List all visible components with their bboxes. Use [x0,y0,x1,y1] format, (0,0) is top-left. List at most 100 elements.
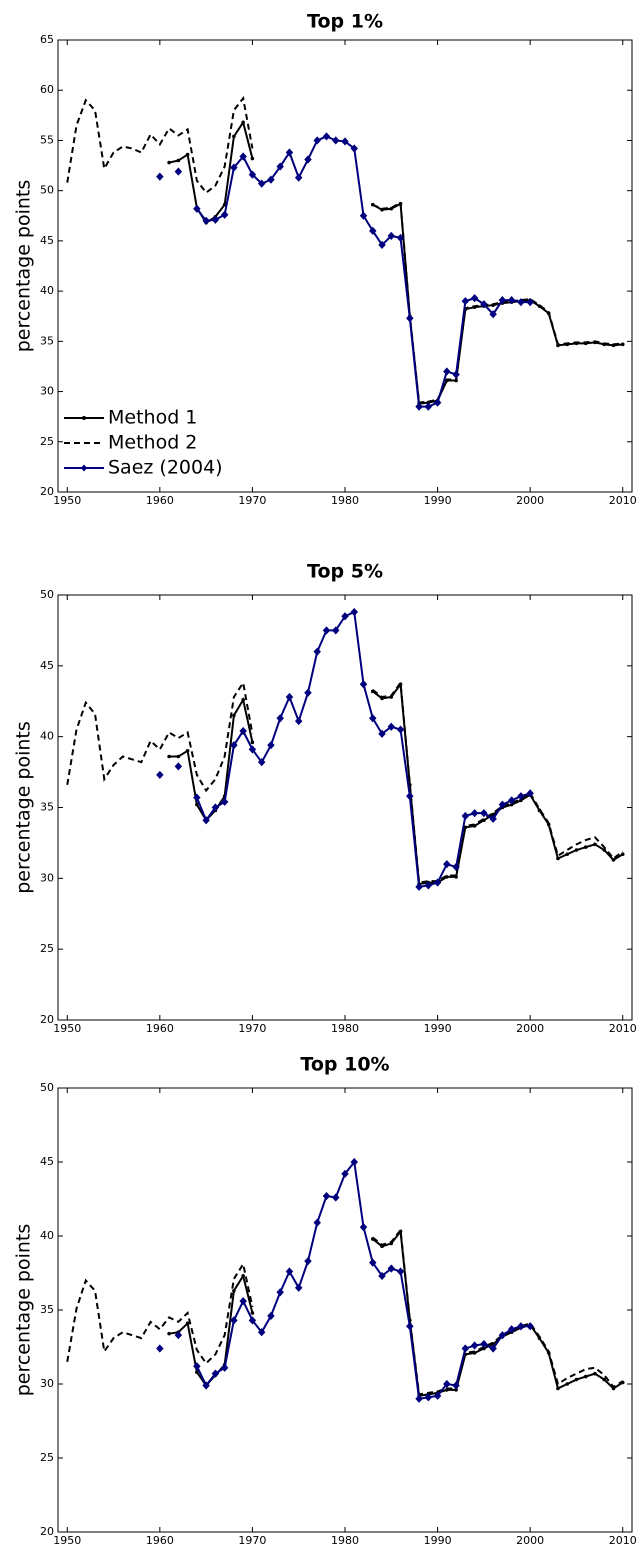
point-marker [443,367,451,376]
point-marker [507,1325,516,1334]
x-tick-label: 1970 [238,1534,266,1547]
point-marker [526,1322,534,1331]
point-marker [250,740,255,745]
point-marker [239,152,247,161]
point-marker [507,796,516,805]
point-marker [480,1339,488,1349]
point-marker [232,134,236,139]
x-tick-label: 1970 [238,494,266,507]
series-line [66,1227,624,1396]
point-marker [331,136,340,145]
series-line [195,610,531,888]
y-tick-label: 50 [40,184,54,197]
point-marker [276,162,284,171]
point-marker [257,758,266,767]
y-tick-label: 55 [40,133,54,146]
x-tick-label: 2010 [609,494,637,507]
plot-frame [57,594,633,1021]
point-marker [211,1369,220,1378]
point-marker [406,1322,414,1331]
point-marker [517,792,525,801]
series-line [169,681,624,886]
point-marker [556,856,560,861]
point-marker [406,792,414,801]
point-marker [443,1379,451,1389]
y-axis-label: percentage points [13,721,35,894]
point-marker [220,1363,229,1372]
y-tick-label: 30 [40,871,54,884]
point-marker [156,770,164,780]
point-marker [267,741,275,750]
point-marker [193,793,201,802]
point-marker [193,1362,201,1371]
point-marker [230,1316,238,1325]
y-tick-label: 25 [40,435,54,448]
point-marker [583,1374,588,1379]
point-marker [396,1267,405,1276]
legend-label: Saez (2004) [108,457,223,479]
point-marker [250,156,255,161]
chart-title: Top 5% [307,561,383,583]
point-marker [461,1344,470,1353]
point-marker [267,1311,275,1321]
x-tick-label: 1960 [146,1534,174,1547]
point-marker [565,1382,569,1386]
y-tick-label: 35 [40,801,54,814]
x-tick-label: 1980 [331,1534,359,1547]
point-marker [350,1157,359,1167]
legend-marker [80,464,88,472]
point-marker [232,713,236,718]
point-marker [470,1341,479,1350]
point-marker [202,216,210,225]
chart-title: Top 1% [307,11,383,33]
x-tick-label: 1960 [146,1022,174,1035]
point-marker [167,160,171,165]
point-marker [313,136,321,145]
point-marker [276,714,284,723]
point-marker [396,725,405,734]
y-tick-label: 25 [40,1451,54,1464]
point-marker [611,858,616,862]
series-line [66,95,623,404]
point-marker [294,173,303,182]
point-marker [331,1193,340,1202]
point-marker [185,152,190,157]
point-marker [424,1393,433,1402]
point-marker [285,1267,294,1276]
point-marker [498,800,507,809]
point-marker [387,722,396,731]
x-tick-label: 2010 [609,1022,637,1035]
y-tick-label: 65 [40,33,54,46]
point-marker [331,626,340,635]
point-marker [202,1381,210,1390]
point-marker [480,300,488,309]
point-marker [220,210,229,219]
point-marker [452,370,460,379]
x-tick-label: 2000 [516,1534,544,1547]
y-tick-label: 25 [40,942,54,955]
point-marker [294,716,303,726]
point-marker [341,137,349,146]
point-marker [406,314,414,323]
x-tick-label: 2000 [516,1022,544,1035]
x-tick-label: 2010 [609,1534,637,1547]
x-tick-label: 2000 [516,494,544,507]
x-tick-label: 1960 [146,494,174,507]
legend-label: Method 1 [108,407,197,429]
x-tick-label: 1970 [238,1022,266,1035]
point-marker [176,158,181,163]
point-marker [415,402,423,411]
point-marker [257,179,266,188]
point-marker [248,745,257,754]
point-marker [498,296,507,305]
point-marker [359,1223,368,1232]
point-marker [461,811,470,821]
series-line [196,135,531,408]
point-marker [556,1386,560,1391]
point-marker [304,1257,312,1266]
point-marker [461,297,470,306]
point-marker [230,741,238,750]
point-marker [470,294,479,303]
x-tick-label: 1950 [53,1022,81,1035]
y-axis-label: percentage points [13,1224,35,1397]
